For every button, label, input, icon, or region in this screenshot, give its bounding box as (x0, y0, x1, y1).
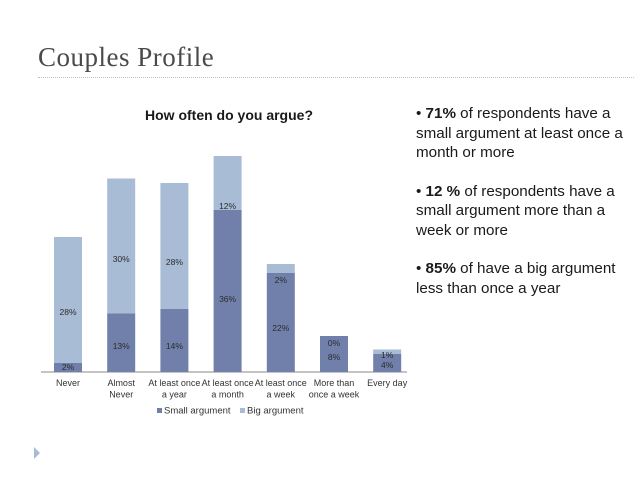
bullet-mark: • (416, 182, 426, 200)
x-tick-label-4-1: a week (267, 390, 296, 400)
legend-label-big: Big argument (247, 406, 304, 417)
bullet-mark: • (416, 105, 426, 122)
bar-small-2 (160, 309, 189, 372)
bar-small-6 (373, 354, 402, 372)
x-tick-labels: Never Almost Never At least once a year At le… (56, 378, 408, 400)
x-tick-label-4-0: At least once (255, 378, 307, 388)
x-tick-label-0-0: Never (56, 378, 80, 388)
slide-marker-icon (34, 447, 40, 459)
data-label-small-5: 8% (328, 352, 341, 362)
x-tick-label-3-1: a month (211, 390, 244, 400)
data-label-small-3: 36% (219, 294, 236, 304)
x-tick-label-5-1: once a week (309, 390, 360, 400)
finding-2-text: of respondents have a small argument mor… (416, 182, 615, 239)
findings-list: • 71% of respondents have a small argume… (416, 104, 631, 317)
finding-3-text: of have a big argument less than once a … (416, 260, 616, 297)
legend-swatch-big (240, 408, 245, 413)
legend: Small argument Big argument (157, 406, 304, 417)
bar-big-0 (54, 237, 82, 363)
finding-1-text: of respondents have a small argument at … (416, 105, 623, 161)
bullet-mark: • (416, 260, 426, 277)
bar-small-5 (320, 336, 348, 372)
bar-big-2 (160, 183, 189, 309)
legend-swatch-small (157, 408, 162, 413)
finding-3: • 85% of have a big argument less than o… (416, 259, 631, 298)
legend-label-small: Small argument (164, 406, 231, 417)
bar-small-3 (213, 210, 242, 372)
data-label-big-5: 0% (328, 338, 341, 348)
chart-title: How often do you argue? (145, 107, 313, 123)
bar-small-1 (107, 313, 136, 372)
x-tick-label-6-0: Every day (367, 378, 408, 388)
bar-small-0 (54, 363, 82, 372)
bar-small-4 (266, 273, 295, 372)
x-tick-label-3-0: At least once (202, 378, 254, 388)
x-tick-label-1-1: Never (109, 390, 133, 400)
bar-big-3 (213, 156, 242, 210)
x-tick-label-2-0: At least once (148, 378, 200, 388)
finding-3-highlight: 85% (425, 260, 456, 277)
data-label-small-2: 14% (166, 341, 183, 351)
data-label-big-4: 2% (275, 275, 288, 285)
bars-group: 2% 28% 13% 30% 14% 28% 36% 12% 22% 2% 8% 0% 4%1% (54, 156, 402, 372)
x-tick-label-1-0: Almost (107, 378, 135, 388)
slide-title: Couples Profile (38, 42, 215, 72)
bar-big-6 (373, 349, 402, 354)
stacked-bar-chart: How often do you argue? 2% 28% 13% 30% 14% 28… (41, 107, 408, 417)
finding-1: • 71% of respondents have a small argume… (416, 104, 631, 163)
bar-big-4 (266, 264, 295, 273)
data-label-big-2: 28% (166, 257, 183, 267)
finding-1-highlight: 71% (425, 105, 456, 122)
bar-big-1 (107, 178, 136, 314)
data-label-big-6: 1% (381, 350, 394, 360)
data-label-small-4: 22% (272, 323, 289, 333)
finding-2-highlight: 12 % (425, 182, 461, 200)
finding-2: • 12 % of respondents have a small argum… (416, 182, 631, 241)
data-label-small-6: 4% (381, 360, 394, 370)
data-label-small-1: 13% (113, 341, 130, 351)
title-divider (38, 77, 634, 78)
data-label-small-0: 2% (62, 362, 75, 372)
x-tick-label-5-0: More than (314, 378, 355, 388)
data-label-big-0: 28% (59, 307, 76, 317)
x-tick-label-2-1: a year (162, 390, 187, 400)
data-label-big-3: 12% (219, 201, 236, 211)
data-label-big-1: 30% (113, 254, 130, 264)
